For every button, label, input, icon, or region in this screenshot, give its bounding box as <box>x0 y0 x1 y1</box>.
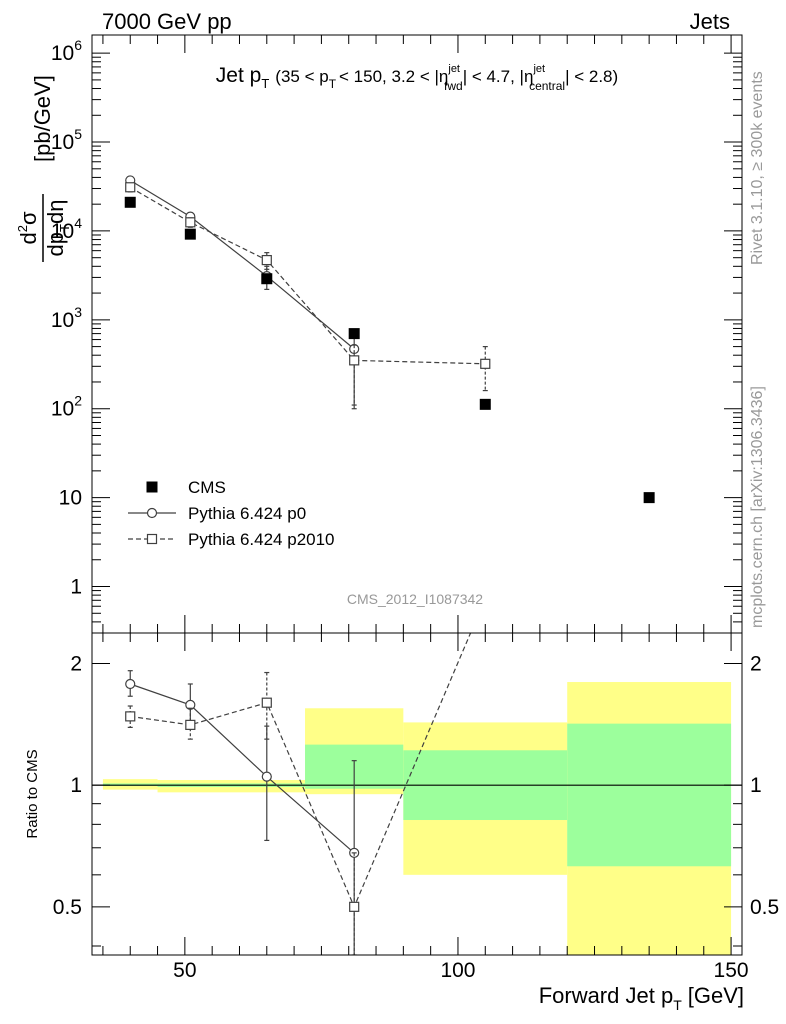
x-axis-label: Forward Jet pT [GeV] <box>539 983 744 1013</box>
legend-marker-2 <box>146 533 158 545</box>
ratio-xtick-label-0: 50 <box>173 959 196 982</box>
main-y-label: d2σ dpTdη [pb/GeV] <box>15 75 72 262</box>
mcplots-label: mcplots.cern.ch [arXiv:1306.3436] <box>749 386 766 628</box>
ratio-series-0-point-2 <box>261 771 272 782</box>
ratio-series-1-point-1 <box>185 719 196 730</box>
main-series-0-point-1 <box>184 228 196 240</box>
main-ytick-label-0: 1 <box>70 576 82 599</box>
ratio-y-label: Ratio to CMS <box>24 749 41 838</box>
ratio-ytick-label-left-1: 1 <box>70 774 82 797</box>
ylabel-deta: dη <box>43 200 68 224</box>
title-cond-3-sup: jet <box>532 63 545 75</box>
ratio-xtick-label-1: 100 <box>440 959 475 982</box>
legend-label-1: Pythia 6.424 p0 <box>188 504 306 523</box>
title-cond-3: | < 4.7, |η <box>463 67 534 86</box>
main-ytick-exp-6: 6 <box>74 37 82 53</box>
main-ytick-base-5: 10 <box>51 131 74 154</box>
title-main: Jet p <box>216 64 262 87</box>
main-series-0-point-3 <box>348 328 360 340</box>
main-ytick-label-4: 104 <box>51 215 82 243</box>
analysis-watermark: CMS_2012_I1087342 <box>347 591 483 607</box>
main-series-2-point-2 <box>261 254 272 266</box>
ratio-series-layer <box>125 633 472 955</box>
main-series-0-point-0 <box>124 196 136 208</box>
main-ytick-label-2: 102 <box>51 393 82 421</box>
main-ytick-base-4: 10 <box>51 220 74 243</box>
title-cond-1: (35 < p <box>275 67 328 86</box>
legend-label-0: CMS <box>188 478 226 497</box>
ylabel-sigma: σ <box>16 211 41 225</box>
main-title: Jet pT (35 < pT < 150, 3.2 < |ηjet fwd| < 4… <box>216 63 618 93</box>
main-series-2-point-1 <box>185 217 196 228</box>
main-ytick-base-2: 10 <box>51 398 74 421</box>
ratio-series-0-point-0 <box>125 678 136 690</box>
ylabel-d2: d <box>16 232 41 244</box>
main-series-0-point-2 <box>261 273 273 285</box>
main-series-2-point-3 <box>349 355 360 366</box>
ylabel-dp-sub: T <box>57 224 72 232</box>
header-right: Jets <box>690 9 730 34</box>
title-cond-3-sub: central <box>529 79 565 93</box>
ratio-stat-band-4 <box>567 723 732 867</box>
title-cond-2: < 150, 3.2 < |η <box>339 67 448 86</box>
main-ytick-exp-4: 4 <box>74 215 82 231</box>
main-series-2-line <box>129 186 486 365</box>
ratio-ytick-label-right-0: 0.5 <box>750 896 779 919</box>
legend-label-2: Pythia 6.424 p2010 <box>188 530 335 549</box>
svg-text:d2σ: d2σ <box>15 211 41 244</box>
legend-marker-0 <box>146 481 158 493</box>
ratio-panel: 0.5 0.5 1 1 2 2 50 100 150 Ratio to CMS Forward … <box>24 632 779 1013</box>
xlabel-sub: T <box>673 997 682 1013</box>
main-ytick-exp-5: 5 <box>74 126 82 142</box>
main-ytick-exp-2: 2 <box>74 393 82 409</box>
main-ytick-label-6: 106 <box>51 37 82 65</box>
main-ytick-base-6: 10 <box>51 42 74 65</box>
ratio-series-1-point-3 <box>349 901 360 912</box>
title-cond-2-sup: jet <box>447 63 460 75</box>
ylabel-2: 2 <box>15 225 30 232</box>
ratio-ytick-label-right-2: 2 <box>750 653 762 676</box>
title-main-sub: T <box>261 76 269 91</box>
rivet-label: Rivet 3.1.10, ≥ 300k events <box>749 71 766 265</box>
ylabel-unit: [pb/GeV] <box>30 75 55 162</box>
svg-text:dpTdη: dpTdη <box>43 200 72 257</box>
ratio-ytick-label-right-1: 1 <box>750 774 762 797</box>
ratio-ytick-label-left-2: 2 <box>70 653 82 676</box>
main-ytick-label-5: 105 <box>51 126 82 154</box>
main-series-0-point-5 <box>643 492 655 504</box>
ratio-series-0-line <box>130 683 355 854</box>
ratio-bands-layer <box>92 682 742 955</box>
ratio-frame <box>91 632 743 956</box>
legend-marker-1 <box>146 507 158 519</box>
main-ytick-label-3: 103 <box>51 304 82 332</box>
title-cond-4: | < 2.8) <box>565 67 618 86</box>
xlabel-main: Forward Jet p <box>539 983 674 1008</box>
ratio-series-1-point-2 <box>261 697 272 708</box>
xlabel-unit: [GeV] <box>688 983 744 1008</box>
ylabel-dp: dp <box>43 232 68 256</box>
main-series-2-point-4 <box>480 358 491 369</box>
main-series-0-point-4 <box>479 398 491 410</box>
title-cond-2-sub: fwd <box>444 79 463 93</box>
ratio-xtick-label-2: 150 <box>714 959 749 982</box>
title-cond-1-sub: T <box>329 77 337 91</box>
main-ytick-exp-3: 3 <box>74 304 82 320</box>
ratio-axes: 0.5 0.5 1 1 2 2 50 100 150 <box>53 633 779 982</box>
ratio-ytick-label-left-0: 0.5 <box>53 896 82 919</box>
ratio-series-1-point-0 <box>125 711 136 722</box>
main-ytick-label-1: 10 <box>59 487 82 510</box>
header-left: 7000 GeV pp <box>102 9 232 34</box>
main-series-1-line <box>129 179 355 350</box>
main-series-layer <box>124 175 655 504</box>
legend: CMS Pythia 6.424 p0 Pythia 6.424 p2010 <box>128 478 335 549</box>
main-ytick-base-3: 10 <box>51 309 74 332</box>
main-series-2-point-0 <box>125 182 136 193</box>
